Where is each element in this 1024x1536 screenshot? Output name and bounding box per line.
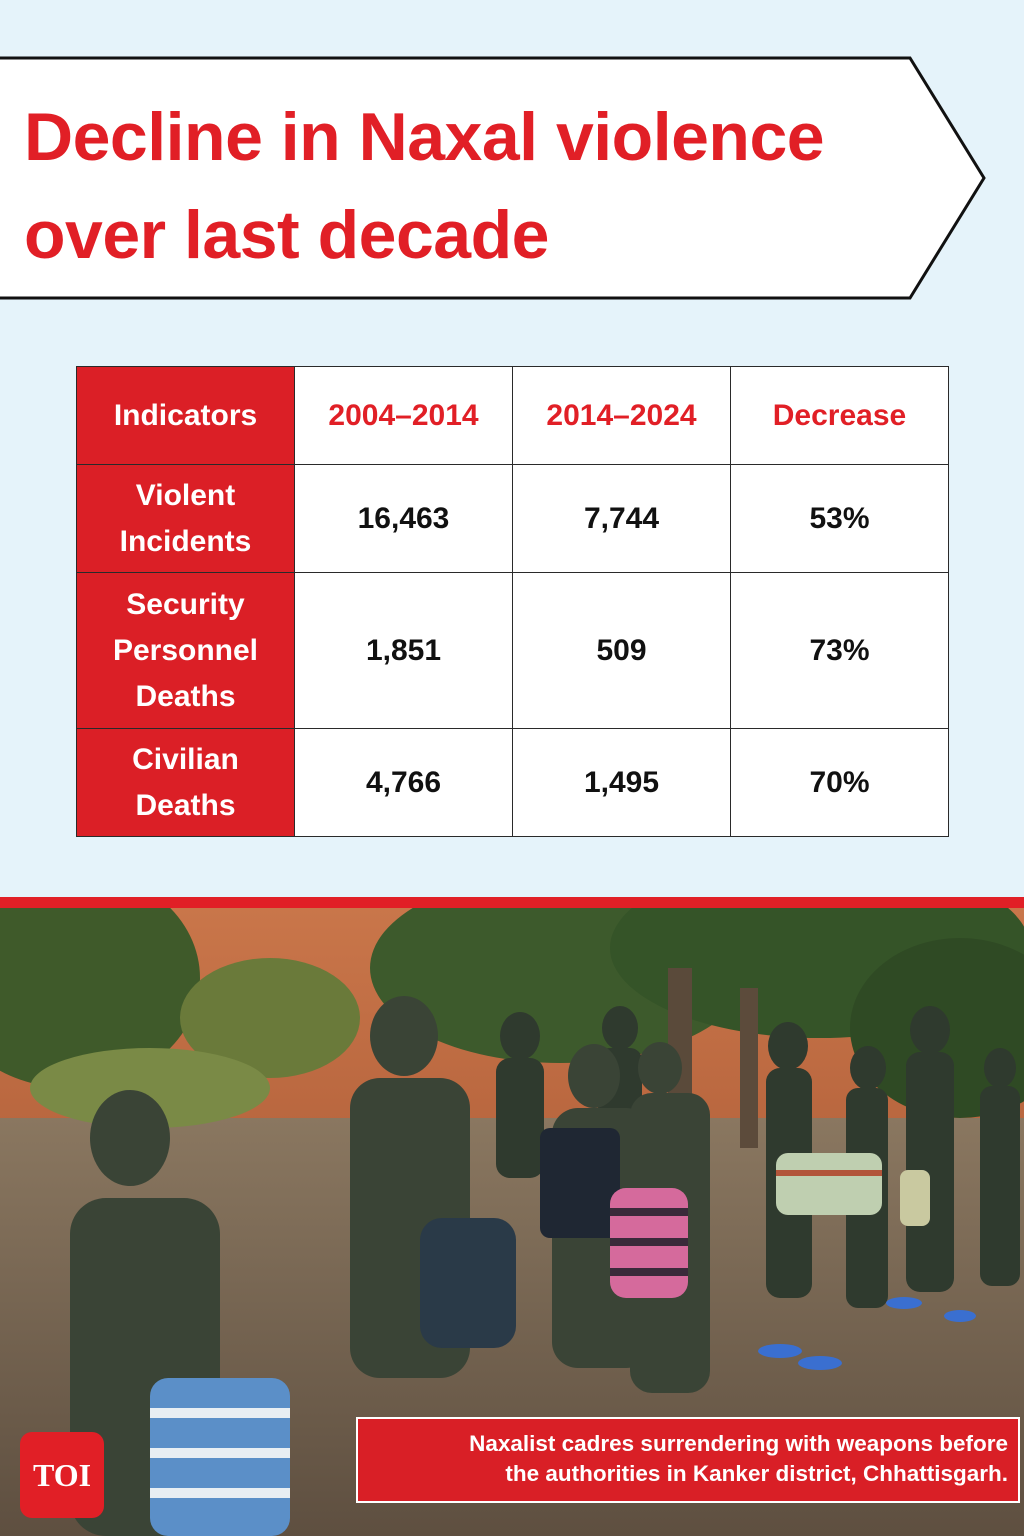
value-2004-2014: 16,463 [294, 464, 513, 573]
value-decrease: 70% [730, 728, 949, 837]
table-row: Security Personnel Deaths 1,851 509 73% [76, 572, 949, 729]
indicator-civilian-deaths: Civilian Deaths [76, 728, 295, 837]
banner-arrow-shape [0, 56, 986, 300]
header-period-2014-2024: 2014–2024 [512, 366, 731, 465]
caption-line-2: the authorities in Kanker district, Chha… [505, 1461, 1008, 1486]
value-2014-2024: 7,744 [512, 464, 731, 573]
value-2004-2014: 4,766 [294, 728, 513, 837]
title-banner: Decline in Naxal violence over last deca… [0, 0, 1024, 320]
value-decrease: 73% [730, 572, 949, 729]
caption-line-1: Naxalist cadres surrendering with weapon… [469, 1431, 1008, 1456]
page-title: Decline in Naxal violence over last deca… [24, 88, 924, 284]
header-decrease: Decrease [730, 366, 949, 465]
table-row: Civilian Deaths 4,766 1,495 70% [76, 728, 949, 837]
table-header-row: Indicators 2004–2014 2014–2024 Decrease [76, 366, 949, 465]
photo-caption: Naxalist cadres surrendering with weapon… [356, 1417, 1020, 1503]
title-line-2: over last decade [24, 197, 549, 273]
value-decrease: 53% [730, 464, 949, 573]
value-2004-2014: 1,851 [294, 572, 513, 729]
value-2014-2024: 509 [512, 572, 731, 729]
section-divider [0, 897, 1024, 908]
indicator-violent-incidents: Violent Incidents [76, 464, 295, 573]
table-row: Violent Incidents 16,463 7,744 53% [76, 464, 949, 573]
toi-logo: TOI [20, 1432, 104, 1518]
header-period-2004-2014: 2004–2014 [294, 366, 513, 465]
indicator-security-personnel-deaths: Security Personnel Deaths [76, 572, 295, 729]
value-2014-2024: 1,495 [512, 728, 731, 837]
title-line-1: Decline in Naxal violence [24, 99, 825, 175]
statistics-table: Indicators 2004–2014 2014–2024 Decrease … [76, 366, 949, 837]
header-indicators: Indicators [76, 366, 295, 465]
